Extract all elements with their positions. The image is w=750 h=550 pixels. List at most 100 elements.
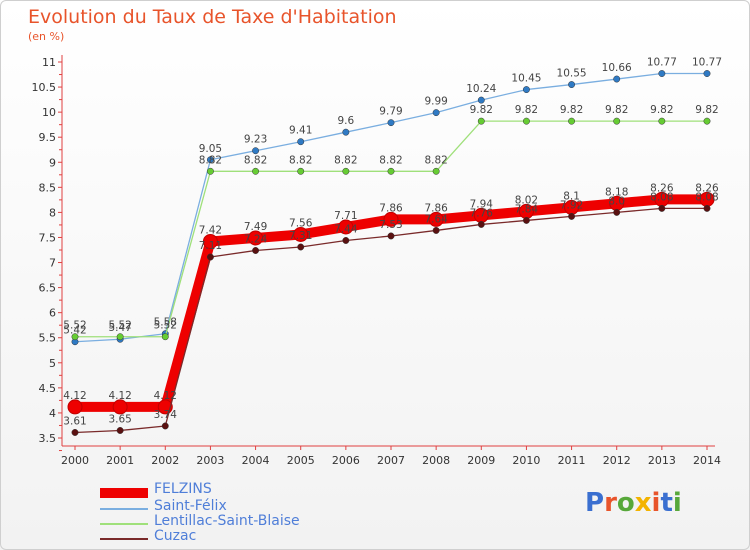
y-tick-label: 10.5: [32, 81, 57, 94]
legend-label: Cuzac: [154, 528, 197, 544]
data-label: 8.08: [695, 191, 718, 203]
x-tick-label: 2001: [106, 454, 134, 467]
data-label: 7.86: [424, 202, 448, 214]
data-point: [658, 204, 666, 212]
logo-letter: o: [616, 488, 635, 518]
data-label: 8.0: [608, 195, 625, 207]
data-label: 9.82: [605, 104, 628, 116]
data-point: [297, 243, 305, 251]
logo-letter: r: [604, 488, 617, 518]
data-label: 5.42: [63, 325, 86, 337]
y-tick-label: 5: [49, 357, 56, 370]
y-tick-label: 6: [49, 307, 56, 320]
data-point: [387, 119, 395, 127]
data-point: [522, 86, 530, 94]
x-tick-label: 2012: [603, 454, 631, 467]
data-label: 9.05: [199, 143, 222, 155]
data-label: 5.52: [63, 320, 86, 332]
x-tick-label: 2006: [332, 454, 360, 467]
legend-swatch: [100, 523, 148, 525]
legend-swatch: [100, 538, 148, 540]
data-label: 10.77: [647, 57, 677, 69]
data-point: [342, 128, 350, 136]
data-point: [206, 156, 214, 164]
data-point: [613, 75, 621, 83]
x-tick-label: 2009: [467, 454, 495, 467]
data-label: 7.94: [470, 198, 494, 210]
chart-title: Evolution du Taux de Taxe d'Habitation: [28, 6, 397, 28]
data-point: [522, 216, 530, 224]
data-point: [67, 399, 83, 415]
data-point: [116, 427, 124, 434]
data-point: [432, 167, 440, 175]
data-label: 9.82: [560, 104, 583, 116]
data-point: [613, 208, 621, 216]
data-point: [338, 219, 354, 235]
data-label: 5.52: [108, 320, 131, 332]
data-label: 9.23: [244, 134, 267, 146]
data-label: 5.47: [108, 322, 131, 334]
data-label: 9.99: [424, 96, 447, 108]
data-point: [252, 247, 260, 254]
data-point: [477, 96, 485, 104]
data-label: 7.44: [334, 223, 358, 235]
data-label: 8.26: [650, 182, 674, 194]
data-point: [206, 253, 214, 261]
y-tick-label: 7: [49, 257, 56, 270]
data-label: 8.82: [379, 154, 402, 166]
data-point: [252, 147, 260, 155]
data-label: 9.82: [695, 104, 718, 116]
data-label: 3.74: [154, 409, 178, 421]
data-label: 3.61: [63, 415, 86, 427]
data-label: 7.84: [515, 203, 539, 215]
data-point: [161, 422, 169, 430]
data-point: [477, 220, 485, 228]
x-tick-label: 2011: [558, 454, 586, 467]
data-label: 7.92: [560, 199, 583, 211]
data-point: [248, 230, 264, 246]
legend-swatch: [100, 508, 148, 510]
data-point: [432, 226, 440, 234]
y-tick-label: 3.5: [39, 432, 57, 445]
data-label: 9.79: [379, 106, 402, 118]
data-point: [703, 117, 711, 125]
data-label: 10.66: [602, 62, 632, 74]
data-label: 8.82: [244, 154, 267, 166]
data-point: [477, 117, 485, 125]
data-point: [116, 333, 124, 341]
legend-label: Lentillac-Saint-Blaise: [154, 513, 300, 529]
data-label: 9.41: [289, 125, 312, 137]
data-label: 9.82: [650, 104, 673, 116]
data-point: [568, 212, 576, 220]
data-label: 7.24: [244, 234, 268, 246]
data-label: 8.82: [424, 154, 447, 166]
y-tick-label: 8: [49, 206, 56, 219]
x-tick-label: 2005: [287, 454, 315, 467]
y-tick-label: 9: [49, 156, 56, 169]
logo-letter: i: [651, 488, 661, 518]
data-label: 10.55: [557, 68, 587, 80]
y-tick-label: 7.5: [39, 231, 57, 244]
data-label: 7.56: [289, 217, 313, 229]
data-label: 7.71: [334, 210, 357, 222]
data-point: [71, 429, 79, 436]
data-label: 7.53: [379, 219, 402, 231]
x-tick-label: 2004: [242, 454, 270, 467]
data-point: [206, 167, 214, 175]
x-tick-label: 2000: [61, 454, 89, 467]
y-tick-label: 5.5: [39, 332, 57, 345]
data-label: 10.45: [511, 73, 541, 85]
data-point: [428, 211, 444, 227]
logo-letter: i: [672, 488, 682, 518]
data-point: [658, 117, 666, 125]
logo-letter: t: [660, 488, 673, 518]
data-label: 5.58: [154, 317, 177, 329]
data-point: [297, 138, 305, 146]
data-point: [387, 232, 395, 240]
data-label: 10.77: [692, 57, 722, 69]
data-point: [293, 226, 309, 242]
data-label: 8.82: [289, 154, 312, 166]
data-point: [658, 70, 666, 77]
x-tick-label: 2008: [422, 454, 450, 467]
